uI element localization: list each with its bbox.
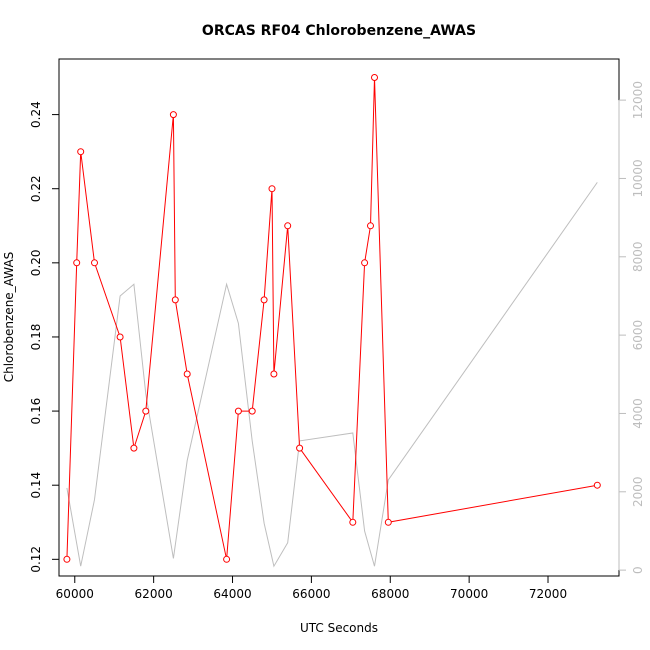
data-point — [260, 296, 268, 304]
y2-tick-label: 6000 — [631, 320, 645, 351]
y-tick-label: 0.14 — [29, 472, 43, 499]
data-point — [349, 518, 357, 526]
data-point — [367, 222, 374, 230]
y2-tick-label: 0 — [631, 566, 645, 574]
y2-axis: 0 2000 4000 6000 8000 10000 12000 — [618, 81, 645, 574]
data-point — [361, 259, 369, 267]
y-tick-label: 0.24 — [29, 101, 43, 128]
data-point — [171, 296, 179, 304]
data-point — [91, 259, 98, 267]
y-tick-label: 0.18 — [29, 324, 43, 351]
chlorobenzene-series-line — [66, 77, 598, 560]
y2-tick-label: 12000 — [631, 81, 645, 119]
x-tick-label: 72000 — [529, 587, 567, 601]
secondary-series-line — [66, 182, 598, 568]
data-point — [169, 111, 177, 119]
x-tick-label: 70000 — [450, 587, 488, 601]
data-point — [296, 444, 304, 452]
data-point — [63, 555, 71, 563]
x-tick-label: 66000 — [292, 587, 330, 601]
data-point — [371, 74, 378, 81]
data-point — [223, 555, 231, 563]
chart-title: ORCAS RF04 Chlorobenzene_AWAS — [202, 23, 476, 39]
data-point — [130, 444, 138, 452]
data-point — [116, 333, 124, 341]
x-axis-label: UTC Seconds — [300, 621, 378, 635]
data-point — [248, 407, 256, 415]
y2-tick-label: 2000 — [631, 477, 645, 508]
data-point — [384, 518, 392, 526]
x-tick-label: 62000 — [135, 587, 173, 601]
y2-tick-label: 4000 — [631, 398, 645, 429]
y-tick-label: 0.16 — [29, 398, 43, 425]
data-point — [593, 481, 601, 489]
data-point — [284, 222, 292, 230]
x-tick-label: 68000 — [371, 587, 409, 601]
y-tick-label: 0.22 — [29, 175, 43, 202]
data-point — [183, 370, 191, 378]
x-axis: 60000 62000 64000 66000 68000 70000 72000 — [56, 575, 567, 601]
y-axis: 0.12 0.14 0.16 0.18 0.20 0.22 0.24 — [29, 101, 60, 573]
y2-tick-label: 10000 — [631, 159, 645, 197]
data-point — [142, 407, 150, 415]
x-tick-label: 64000 — [213, 587, 251, 601]
x-tick-label: 60000 — [56, 587, 94, 601]
data-point — [77, 148, 85, 156]
data-point — [234, 407, 242, 415]
data-point — [268, 185, 276, 193]
data-point — [73, 259, 81, 267]
plot-frame — [58, 58, 620, 577]
y2-tick-label: 8000 — [631, 242, 645, 273]
data-point — [270, 370, 278, 378]
y-tick-label: 0.12 — [29, 546, 43, 573]
y-tick-label: 0.20 — [29, 249, 43, 276]
y-axis-label: Chlorobenzene_AWAS — [2, 252, 16, 383]
series-layer — [63, 74, 601, 568]
